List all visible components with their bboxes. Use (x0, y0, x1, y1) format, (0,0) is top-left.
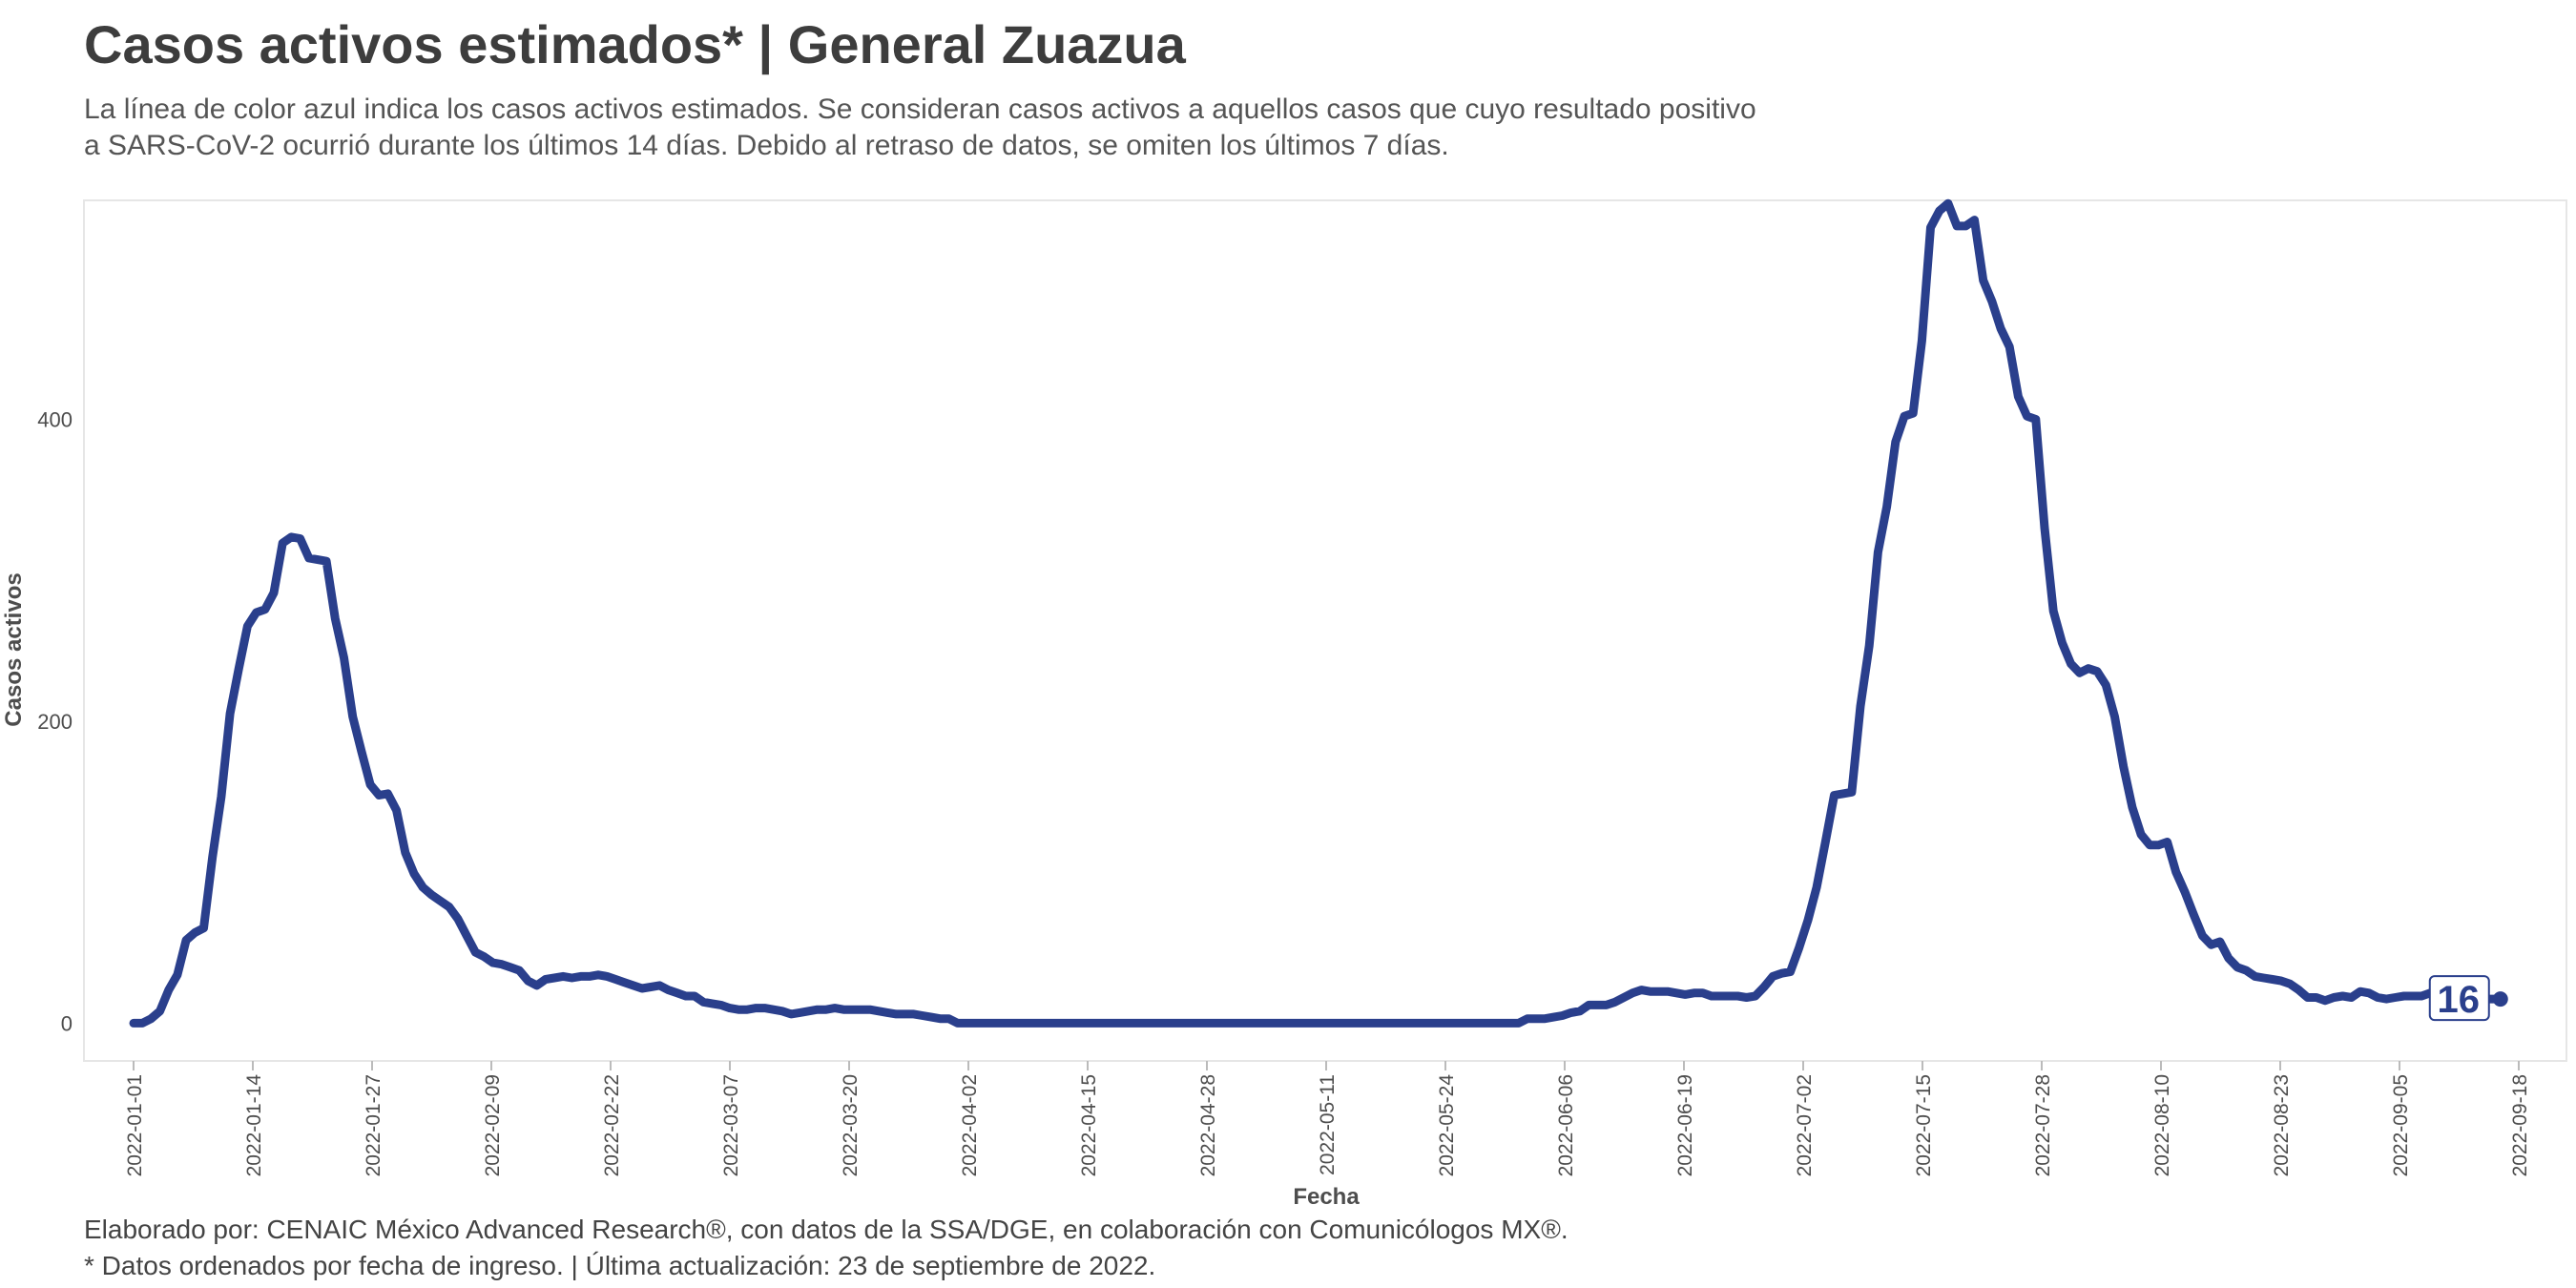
x-tick-label: 2022-02-09 (482, 1074, 504, 1176)
caption-line-2: * Datos ordenados por fecha de ingreso. … (84, 1251, 1156, 1280)
x-tick-label: 2022-09-05 (2390, 1074, 2412, 1176)
x-tick-label: 2022-04-02 (959, 1074, 981, 1176)
y-tick-label: 400 (37, 407, 73, 431)
series-line (129, 198, 2505, 1028)
last-value-label: 16 (2438, 979, 2481, 1021)
y-tick-label: 0 (61, 1011, 73, 1035)
last-point-marker (2492, 991, 2508, 1008)
x-tick-label: 2022-08-10 (2151, 1074, 2173, 1176)
x-tick-label: 2022-08-23 (2271, 1074, 2293, 1176)
caption-line-1: Elaborado por: CENAIC México Advanced Re… (84, 1215, 1568, 1244)
x-tick-label: 2022-04-15 (1078, 1074, 1100, 1176)
y-axis: 0 200 400 (37, 407, 73, 1035)
subtitle-line-2: a SARS-CoV-2 ocurrió durante los últimos… (84, 130, 1449, 161)
x-tick-label: 2022-03-20 (840, 1074, 862, 1176)
last-value-label-box (2428, 975, 2490, 1022)
x-tick-label: 2022-06-19 (1674, 1074, 1696, 1176)
x-tick-label: 2022-07-15 (1913, 1074, 1935, 1176)
x-tick-label: 2022-03-07 (720, 1074, 742, 1176)
subtitle-line-1: La línea de color azul indica los casos … (84, 93, 1756, 125)
x-tick-label: 2022-05-11 (1317, 1074, 1339, 1175)
x-tick-label: 2022-06-06 (1555, 1074, 1577, 1176)
x-tick-label: 2022-04-28 (1197, 1074, 1219, 1176)
chart-subtitle: La línea de color azul indica los casos … (84, 92, 1897, 164)
x-tick-label: 2022-01-01 (124, 1074, 146, 1176)
x-axis-title: Fecha (1293, 1184, 1360, 1210)
y-tick-label: 200 (37, 710, 73, 734)
x-tick-label: 2022-05-24 (1436, 1074, 1458, 1177)
x-tick-label: 2022-07-02 (1794, 1074, 1816, 1176)
y-axis-title: Casos activos (1, 572, 27, 726)
x-tick-label: 2022-02-22 (601, 1074, 623, 1176)
x-tick-label: 2022-01-27 (363, 1074, 384, 1176)
x-tick-label: 2022-07-28 (2032, 1074, 2054, 1176)
x-axis: 2022-01-01 2022-01-14 2022-01-27 2022-02-09… (124, 1061, 2531, 1176)
chart-title: Casos activos estimados* | General Zuazu… (84, 14, 1186, 74)
chart-caption: Elaborado por: CENAIC México Advanced Re… (84, 1212, 1568, 1284)
x-tick-label: 2022-09-18 (2509, 1074, 2531, 1176)
x-tick-label: 2022-01-14 (243, 1074, 265, 1177)
plot-panel (83, 199, 2567, 1062)
